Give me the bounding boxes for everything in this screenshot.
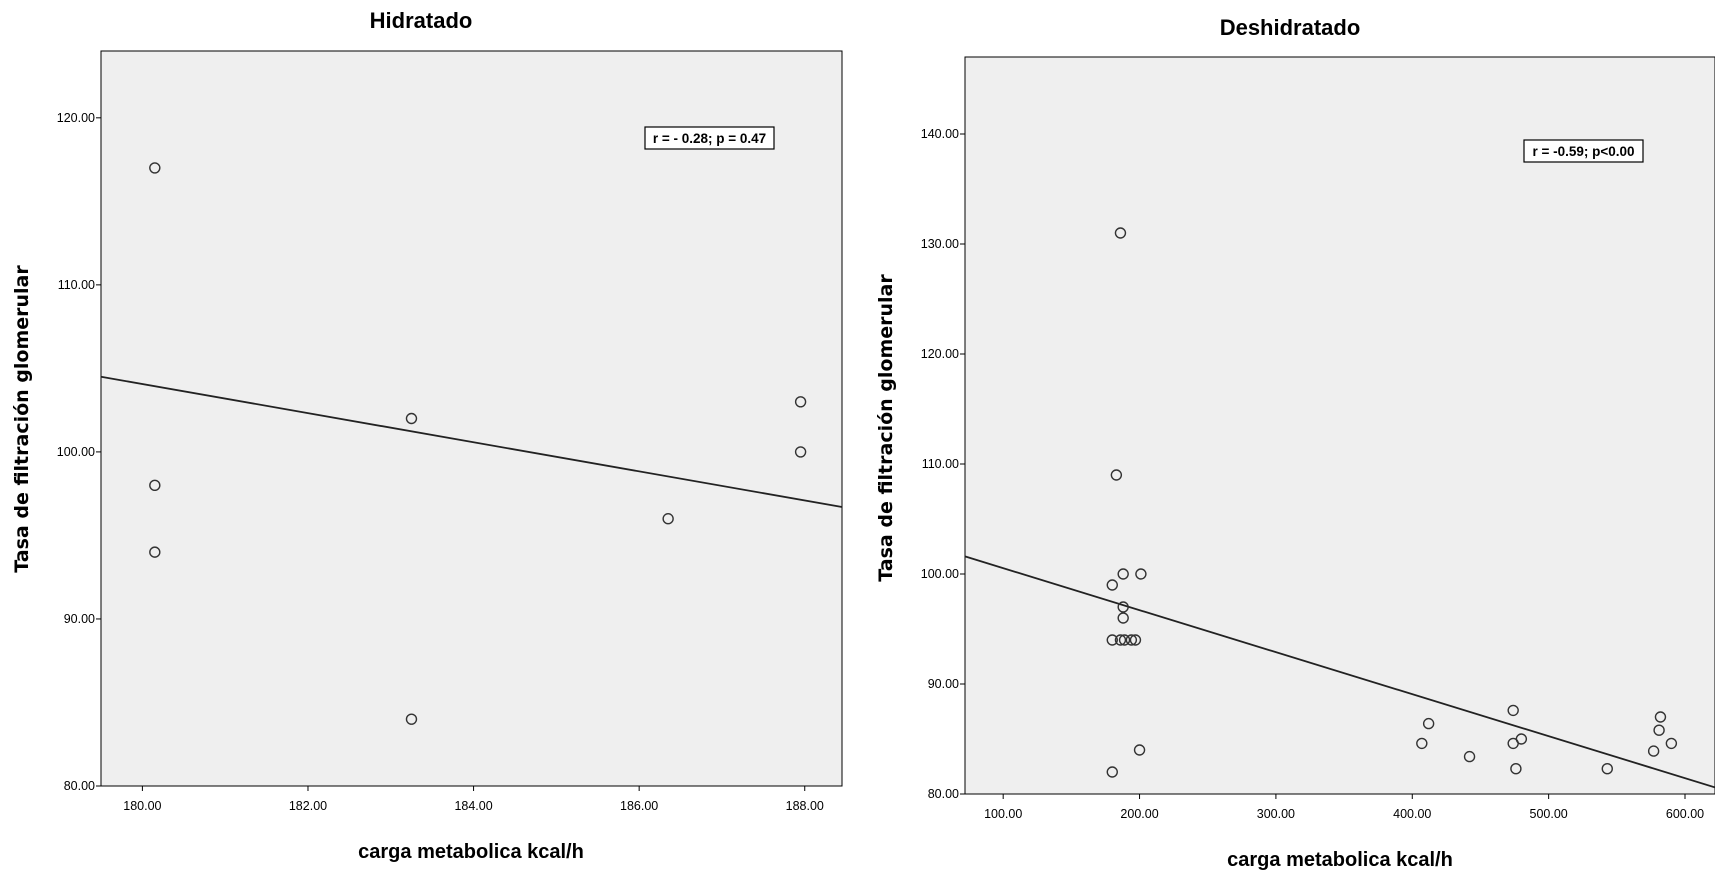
y-tick-label: 80.00: [64, 779, 95, 793]
y-tick-label: 90.00: [928, 677, 959, 691]
x-tick-label: 186.00: [620, 799, 658, 813]
data-point: [1106, 634, 1118, 646]
x-tick-label: 182.00: [289, 799, 327, 813]
x-tick-label: 200.00: [1120, 807, 1158, 821]
points-group: [149, 162, 807, 725]
data-point: [149, 546, 161, 558]
data-point: [1117, 612, 1129, 624]
data-point: [1117, 601, 1129, 613]
correlation-annotation: r = - 0.28; p = 0.47: [653, 131, 766, 146]
annotation-box: [1523, 139, 1644, 163]
y-tick-label: 120.00: [921, 347, 959, 361]
data-point: [1106, 579, 1118, 591]
data-point: [1106, 766, 1118, 778]
data-point: [1601, 763, 1613, 775]
chart-hidratado: Hidratado carga metabolica kcal/h Tasa d…: [11, 8, 843, 863]
correlation-annotation: r = -0.59; p<0.00: [1532, 144, 1634, 159]
data-point: [1114, 227, 1127, 239]
x-tick-label: 188.00: [786, 799, 824, 813]
fit-line-group: [964, 555, 1715, 789]
data-point: [1133, 744, 1146, 756]
axis-ticks: 180.00 182.00 184.00 186.00 188.00 80.00 90.00…: [57, 111, 824, 813]
data-point: [405, 412, 418, 425]
x-tick-label: 600.00: [1666, 807, 1704, 821]
y-tick-label: 90.00: [64, 612, 95, 626]
data-point: [1416, 737, 1428, 750]
data-point: [1125, 634, 1138, 646]
x-axis-label: carga metabolica kcal/h: [1227, 849, 1453, 871]
data-point: [794, 446, 807, 458]
y-tick-label: 120.00: [57, 111, 95, 125]
data-point: [794, 396, 807, 408]
x-tick-label: 300.00: [1257, 807, 1295, 821]
axis-ticks: 100.00 200.00 300.00 400.00 500.00 600.00 80.0…: [921, 127, 1704, 821]
data-point: [1463, 750, 1476, 763]
x-tick-label: 180.00: [123, 799, 161, 813]
data-point: [1647, 745, 1660, 757]
x-tick-label: 100.00: [984, 807, 1022, 821]
data-point: [149, 479, 161, 492]
data-point: [1507, 704, 1519, 717]
data-point: [1422, 717, 1435, 730]
data-point: [1665, 737, 1678, 750]
points-group: [1106, 227, 1678, 778]
fit-line-group: [100, 375, 843, 508]
data-point: [1653, 724, 1665, 736]
regression-line: [100, 375, 843, 508]
data-point: [405, 713, 418, 725]
chart-deshidratado: Deshidratado carga metabolica kcal/h Tas…: [875, 15, 1715, 871]
data-point: [1135, 568, 1147, 580]
regression-line: [964, 555, 1715, 789]
x-tick-label: 400.00: [1393, 807, 1431, 821]
data-point: [149, 162, 161, 174]
annotation-box: [644, 126, 775, 150]
y-tick-label: 80.00: [928, 787, 959, 801]
chart-title: Hidratado: [370, 8, 473, 33]
data-point: [662, 513, 674, 525]
x-tick-label: 500.00: [1530, 807, 1568, 821]
chart-title: Deshidratado: [1220, 15, 1361, 40]
y-tick-label: 130.00: [921, 237, 959, 251]
y-tick-label: 110.00: [922, 457, 959, 471]
data-point: [1114, 634, 1127, 646]
plot-area: [100, 50, 843, 787]
y-tick-label: 140.00: [921, 127, 959, 141]
data-point: [1515, 733, 1528, 745]
data-point: [1654, 711, 1667, 723]
y-tick-label: 110.00: [58, 278, 95, 292]
data-point: [1118, 634, 1131, 646]
y-axis-label: Tasa de filtración glomerular: [875, 274, 897, 582]
x-tick-label: 184.00: [454, 799, 492, 813]
data-point: [1110, 469, 1123, 481]
data-point: [1510, 763, 1522, 775]
data-point: [1129, 634, 1142, 646]
plot-area: [964, 56, 1715, 795]
data-point: [1117, 568, 1129, 580]
y-tick-label: 100.00: [921, 567, 959, 581]
x-axis-label: carga metabolica kcal/h: [358, 841, 584, 863]
y-axis-label: Tasa de filtración glomerular: [11, 265, 33, 573]
y-tick-label: 100.00: [57, 445, 95, 459]
